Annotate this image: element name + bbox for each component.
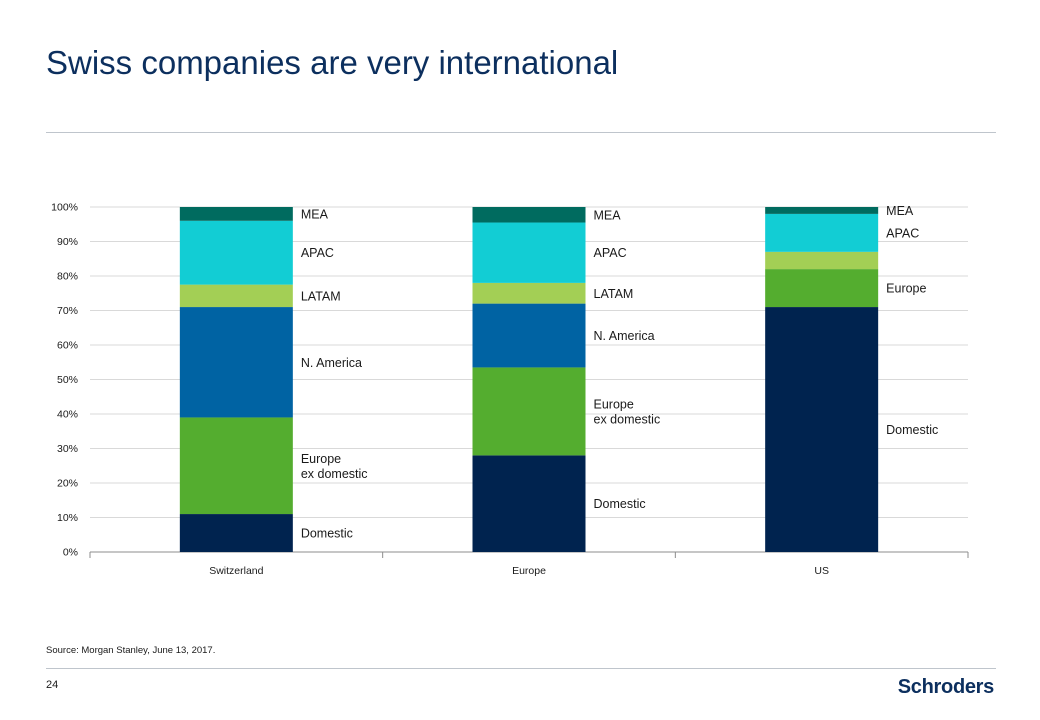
bar-segment <box>765 213 879 252</box>
x-tick-label: US <box>814 565 829 577</box>
slide-title: Swiss companies are very international <box>46 44 619 81</box>
bar-segment <box>472 367 586 456</box>
bar-segment <box>179 284 293 308</box>
bar-segment <box>765 251 879 270</box>
segment-label: APAC <box>594 246 627 260</box>
x-tick-label: Switzerland <box>209 565 263 577</box>
y-tick-label: 60% <box>57 340 78 352</box>
y-tick-label: 50% <box>57 374 78 386</box>
bar-segment <box>179 207 293 221</box>
bar-segment <box>472 282 586 304</box>
title-divider <box>46 132 996 133</box>
bar-segment <box>472 303 586 368</box>
segment-label: APAC <box>301 246 334 260</box>
segment-label: LATAM <box>594 287 634 301</box>
segment-label: MEA <box>594 208 622 222</box>
bar-segment <box>765 307 879 552</box>
y-tick-label: 0% <box>63 547 78 559</box>
segment-label: Europe <box>301 452 341 466</box>
segment-label: LATAM <box>301 289 341 303</box>
bar-segment <box>472 455 586 552</box>
segment-label: Domestic <box>301 527 353 541</box>
segment-label: Europe <box>886 282 926 296</box>
segment-label: N. America <box>594 329 655 343</box>
segment-label: Domestic <box>886 423 938 437</box>
y-tick-label: 10% <box>57 512 78 524</box>
segment-label: ex domestic <box>301 467 368 481</box>
segment-label: MEA <box>886 204 914 218</box>
y-tick-label: 40% <box>57 409 78 421</box>
y-tick-label: 100% <box>51 202 78 214</box>
bar-segment <box>472 222 586 283</box>
bar-segment <box>765 207 879 214</box>
segment-label: Europe <box>594 397 634 411</box>
y-tick-label: 90% <box>57 236 78 248</box>
segment-label: ex domestic <box>594 412 661 426</box>
source-note: Source: Morgan Stanley, June 13, 2017. <box>46 645 216 656</box>
bar-segment <box>472 207 586 223</box>
x-tick-label: Europe <box>512 565 546 577</box>
y-tick-label: 20% <box>57 478 78 490</box>
bar-segment <box>765 269 879 308</box>
bar-segment <box>179 220 293 285</box>
segment-label: APAC <box>886 226 919 240</box>
page-number: 24 <box>46 679 59 691</box>
footer-divider <box>46 668 996 669</box>
segment-label: N. America <box>301 356 362 370</box>
segment-label: Domestic <box>594 497 646 511</box>
segment-label: MEA <box>301 207 329 221</box>
brand-logo: Schroders <box>897 676 995 698</box>
bar-segment <box>179 514 293 552</box>
bar-segment <box>179 417 293 515</box>
stacked-bar-chart: 0% 10% 20% 30% 40% 50% 60% 70% 80% 90% 100% Domesti… <box>51 202 969 577</box>
y-tick-label: 80% <box>57 271 78 283</box>
y-tick-label: 30% <box>57 443 78 455</box>
bar-segment <box>179 307 293 418</box>
y-tick-label: 70% <box>57 305 78 317</box>
